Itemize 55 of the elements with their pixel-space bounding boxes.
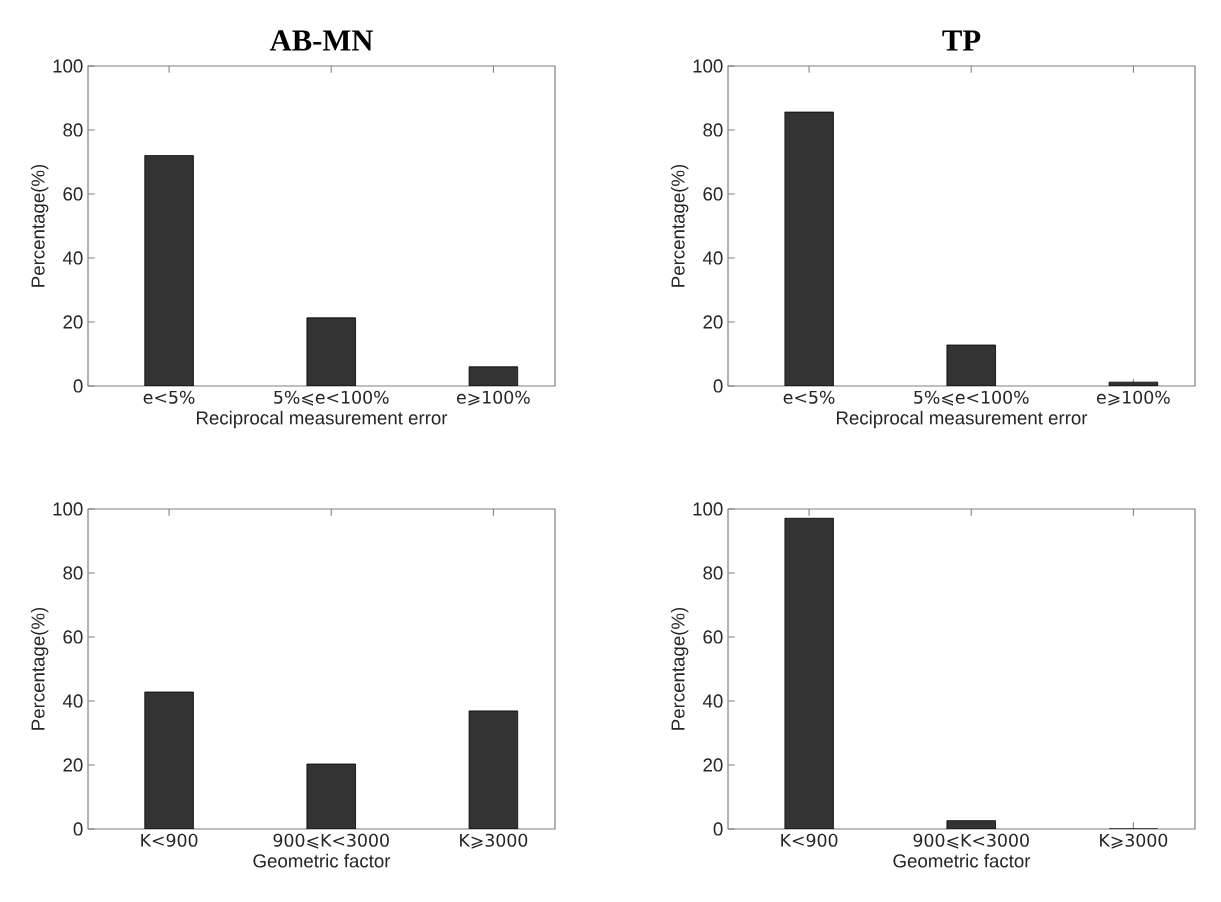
bar	[1108, 381, 1159, 386]
y-tick-label: 60	[63, 187, 83, 201]
x-tick-label: 900⩽K<3000	[273, 833, 389, 849]
x-axis-title: Geometric factor	[893, 853, 1031, 868]
y-tick-label: 20	[703, 315, 723, 329]
y-axis-title: Percentage(%)	[30, 607, 49, 730]
y-tick-label: 0	[713, 822, 723, 836]
x-tick-label: e⩾100%	[1096, 390, 1170, 406]
y-tick-label: 80	[703, 123, 723, 137]
y-tick-label: 0	[73, 822, 83, 836]
y-tick-label: 0	[73, 379, 83, 393]
x-axis-title: Geometric factor	[253, 853, 391, 868]
x-tick-label: K<900	[141, 833, 198, 847]
x-axis-title: Reciprocal measurement error	[196, 410, 448, 429]
chart-title: TP	[942, 30, 981, 51]
bar	[468, 366, 519, 386]
y-axis-title: Percentage(%)	[30, 164, 49, 287]
y-tick-label: 40	[62, 694, 83, 708]
y-tick-label: 100	[693, 59, 723, 73]
x-tick-label: e⩾100%	[456, 390, 530, 406]
y-tick-label: 40	[702, 694, 723, 708]
y-tick-label: 20	[63, 315, 83, 329]
bar	[306, 317, 356, 386]
x-tick-label: K⩾3000	[1100, 833, 1168, 849]
x-tick-label: e<5%	[143, 390, 195, 404]
y-tick-label: 60	[703, 187, 723, 201]
x-axis-title: Reciprocal measurement error	[836, 410, 1088, 429]
y-tick-label: 40	[62, 251, 83, 265]
y-tick-label: 100	[53, 59, 83, 73]
y-tick-label: 60	[63, 630, 83, 644]
y-tick-label: 20	[63, 758, 83, 772]
y-tick-label: 20	[703, 758, 723, 772]
y-tick-label: 80	[703, 566, 723, 580]
y-tick-label: 0	[713, 379, 723, 393]
x-tick-label: K<900	[781, 833, 838, 847]
bar	[946, 344, 996, 386]
x-tick-label: K⩾3000	[460, 833, 528, 849]
bar	[468, 710, 519, 829]
y-tick-label: 60	[703, 630, 723, 644]
bar	[144, 155, 194, 386]
y-tick-label: 80	[63, 123, 83, 137]
y-tick-label: 100	[53, 502, 83, 516]
bar	[306, 763, 356, 829]
y-tick-label: 40	[702, 251, 723, 265]
y-tick-label: 80	[63, 566, 83, 580]
y-tick-label: 100	[693, 502, 723, 516]
x-tick-label: 5%⩽e<100%	[914, 390, 1029, 406]
bar	[144, 691, 194, 829]
bar	[784, 111, 834, 386]
x-tick-label: e<5%	[783, 390, 835, 404]
x-tick-label: 900⩽K<3000	[913, 833, 1029, 849]
x-tick-label: 5%⩽e<100%	[274, 390, 389, 406]
chart-title: AB-MN	[269, 30, 374, 51]
y-axis-title: Percentage(%)	[670, 164, 689, 287]
y-axis-title: Percentage(%)	[670, 607, 689, 730]
